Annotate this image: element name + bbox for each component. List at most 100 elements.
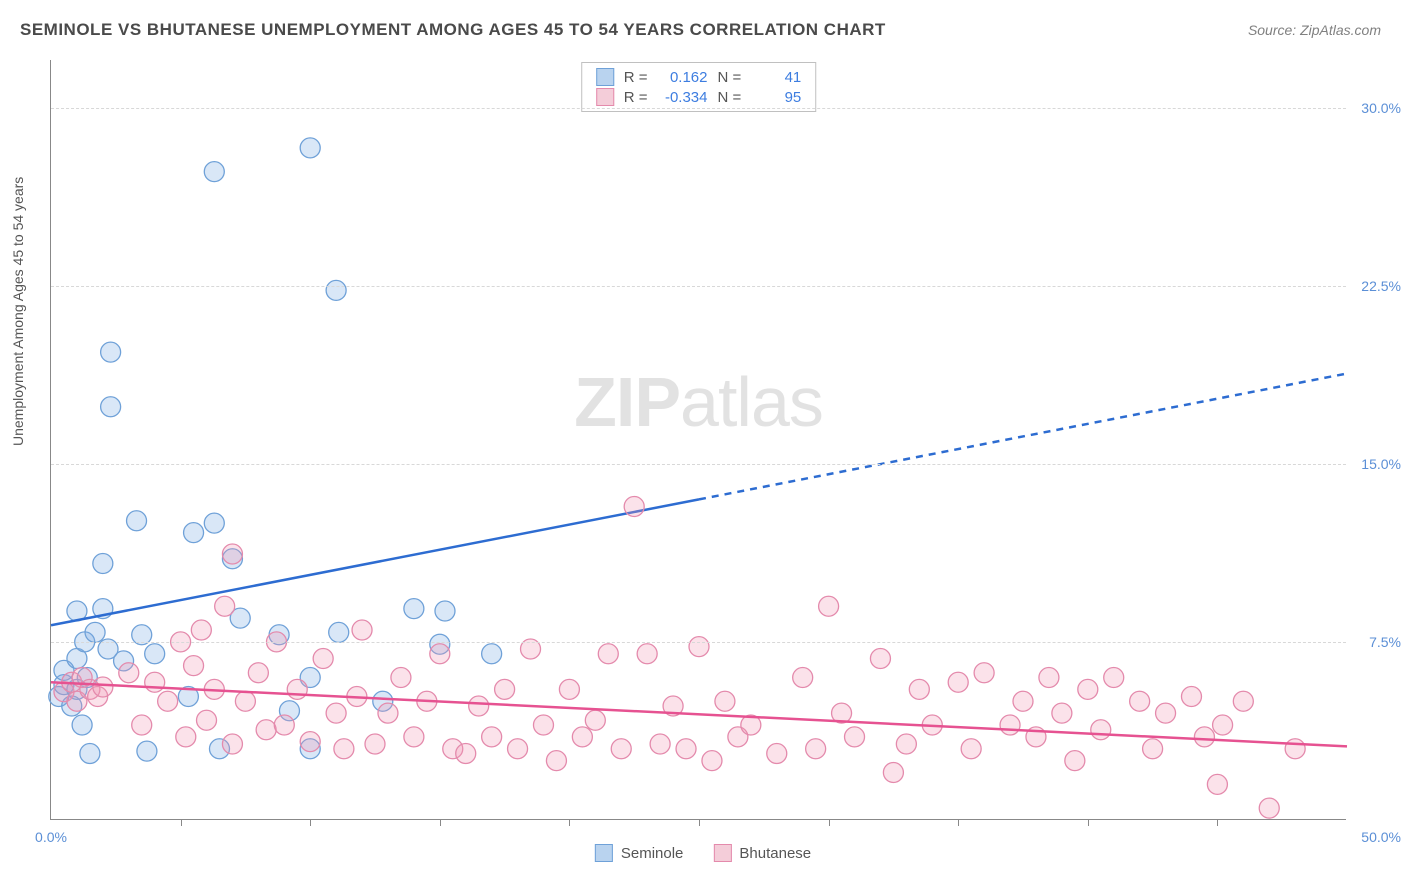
r-label: R = xyxy=(624,69,648,86)
data-point xyxy=(80,744,100,764)
data-point xyxy=(391,668,411,688)
data-point xyxy=(1130,691,1150,711)
chart-container: SEMINOLE VS BHUTANESE UNEMPLOYMENT AMONG… xyxy=(0,0,1406,892)
data-point xyxy=(585,710,605,730)
data-point xyxy=(961,739,981,759)
trend-line-dashed xyxy=(699,374,1347,500)
data-point xyxy=(248,663,268,683)
data-point xyxy=(184,523,204,543)
gridline xyxy=(51,464,1346,465)
x-tick xyxy=(181,819,182,826)
data-point xyxy=(495,679,515,699)
data-point xyxy=(1285,739,1305,759)
data-point xyxy=(624,497,644,517)
data-point xyxy=(352,620,372,640)
data-point xyxy=(1065,751,1085,771)
data-point xyxy=(287,679,307,699)
legend-swatch-seminole xyxy=(595,844,613,862)
x-tick xyxy=(699,819,700,826)
data-point xyxy=(676,739,696,759)
x-tick-left: 0.0% xyxy=(35,829,67,845)
data-point xyxy=(93,677,113,697)
data-point xyxy=(176,727,196,747)
y-tick-label: 15.0% xyxy=(1361,456,1401,472)
data-point xyxy=(469,696,489,716)
data-point xyxy=(715,691,735,711)
y-axis-label: Unemployment Among Ages 45 to 54 years xyxy=(10,177,26,446)
data-point xyxy=(793,668,813,688)
data-point xyxy=(326,703,346,723)
gridline xyxy=(51,286,1346,287)
data-point xyxy=(948,672,968,692)
data-point xyxy=(334,739,354,759)
data-point xyxy=(404,599,424,619)
data-point xyxy=(1213,715,1233,735)
data-point xyxy=(1039,668,1059,688)
data-point xyxy=(378,703,398,723)
data-point xyxy=(1259,798,1279,818)
data-point xyxy=(326,280,346,300)
legend-item-bhutanese: Bhutanese xyxy=(713,844,811,862)
x-tick xyxy=(440,819,441,826)
data-point xyxy=(909,679,929,699)
source-label: Source: ZipAtlas.com xyxy=(1248,22,1381,38)
x-tick xyxy=(1088,819,1089,826)
data-point xyxy=(1156,703,1176,723)
data-point xyxy=(1181,687,1201,707)
data-point xyxy=(204,162,224,182)
data-point xyxy=(435,601,455,621)
y-tick-label: 30.0% xyxy=(1361,100,1401,116)
n-label: N = xyxy=(718,89,742,106)
legend-label-seminole: Seminole xyxy=(621,845,684,862)
y-tick-label: 7.5% xyxy=(1369,634,1401,650)
legend-swatch-bhutanese xyxy=(713,844,731,862)
plot-svg xyxy=(51,60,1346,819)
data-point xyxy=(404,727,424,747)
data-point xyxy=(1091,720,1111,740)
data-point xyxy=(482,644,502,664)
data-point xyxy=(101,342,121,362)
data-point xyxy=(482,727,502,747)
data-point xyxy=(197,710,217,730)
data-point xyxy=(329,622,349,642)
data-point xyxy=(689,637,709,657)
data-point xyxy=(806,739,826,759)
data-point xyxy=(222,544,242,564)
y-tick-label: 22.5% xyxy=(1361,278,1401,294)
data-point xyxy=(1194,727,1214,747)
swatch-seminole xyxy=(596,68,614,86)
data-point xyxy=(137,741,157,761)
r-value-bhutanese: -0.334 xyxy=(658,89,708,106)
data-point xyxy=(300,138,320,158)
data-point xyxy=(637,644,657,664)
data-point xyxy=(158,691,178,711)
data-point xyxy=(365,734,385,754)
stats-legend: R = 0.162 N = 41 R = -0.334 N = 95 xyxy=(581,62,817,112)
data-point xyxy=(85,622,105,642)
data-point xyxy=(598,644,618,664)
data-point xyxy=(127,511,147,531)
data-point xyxy=(101,397,121,417)
data-point xyxy=(1143,739,1163,759)
trend-line-solid xyxy=(51,682,1347,746)
n-value-bhutanese: 95 xyxy=(751,89,801,106)
data-point xyxy=(702,751,722,771)
data-point xyxy=(300,732,320,752)
data-point xyxy=(546,751,566,771)
bottom-legend: Seminole Bhutanese xyxy=(595,844,811,862)
data-point xyxy=(119,663,139,683)
data-point xyxy=(870,649,890,669)
x-tick xyxy=(569,819,570,826)
plot-area: ZIPatlas R = 0.162 N = 41 R = -0.334 N =… xyxy=(50,60,1346,820)
gridline xyxy=(51,642,1346,643)
data-point xyxy=(1233,691,1253,711)
data-point xyxy=(508,739,528,759)
data-point xyxy=(235,691,255,711)
data-point xyxy=(883,763,903,783)
data-point xyxy=(896,734,916,754)
data-point xyxy=(767,744,787,764)
data-point xyxy=(1078,679,1098,699)
data-point xyxy=(1013,691,1033,711)
data-point xyxy=(191,620,211,640)
data-point xyxy=(204,513,224,533)
